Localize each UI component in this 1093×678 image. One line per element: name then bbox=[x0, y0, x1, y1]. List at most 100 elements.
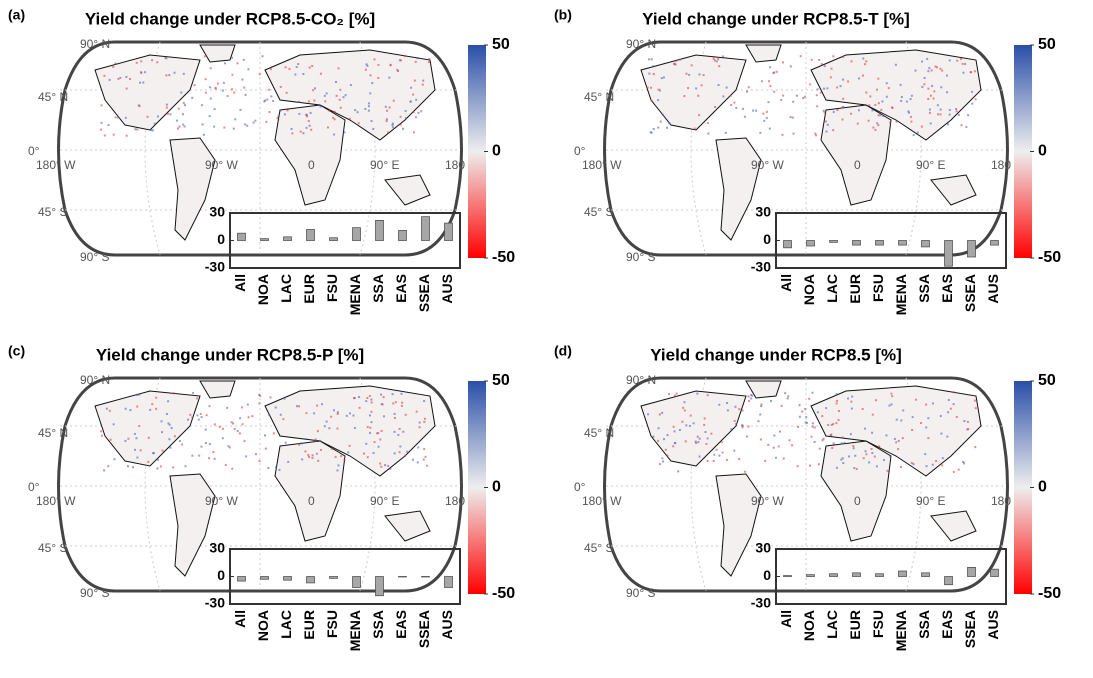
map-pixel bbox=[939, 113, 942, 116]
map-pixel bbox=[750, 397, 753, 400]
map-pixel bbox=[697, 441, 700, 444]
map-pixel bbox=[858, 77, 861, 80]
map-pixel bbox=[421, 83, 424, 86]
map-pixel bbox=[916, 131, 919, 134]
map-pixel bbox=[369, 74, 372, 77]
map-pixel bbox=[222, 427, 225, 430]
map-pixel bbox=[284, 66, 287, 69]
map-pixel bbox=[291, 132, 294, 135]
map-pixel bbox=[925, 465, 928, 468]
x-tick-label: SSEA bbox=[416, 274, 432, 312]
map-pixel bbox=[418, 426, 421, 429]
bar bbox=[444, 576, 453, 588]
bar bbox=[944, 240, 953, 267]
map-pixel bbox=[923, 83, 926, 86]
map-pixel bbox=[662, 76, 665, 79]
colorbar-tick-label: 0 bbox=[1038, 479, 1047, 496]
map-pixel bbox=[314, 439, 317, 442]
map-pixel bbox=[356, 111, 359, 114]
map-label: 45° S bbox=[584, 205, 613, 219]
colorbar bbox=[468, 45, 486, 258]
map-pixel bbox=[326, 126, 329, 129]
map-pixel bbox=[136, 405, 139, 408]
map-pixel bbox=[199, 412, 202, 415]
map-pixel bbox=[650, 131, 653, 134]
map-pixel bbox=[741, 424, 744, 427]
map-pixel bbox=[411, 458, 414, 461]
map-pixel bbox=[305, 412, 308, 415]
map-pixel bbox=[955, 110, 958, 113]
map-pixel bbox=[177, 107, 180, 110]
map-pixel bbox=[126, 465, 129, 468]
map-pixel bbox=[955, 107, 958, 110]
chart-title: Yield change under RCP8.5-CO₂ [%] bbox=[85, 9, 375, 28]
y-tick-label: 30 bbox=[209, 540, 225, 556]
map-pixel bbox=[391, 393, 394, 396]
map-pixel bbox=[842, 105, 845, 108]
map-pixel bbox=[156, 467, 159, 470]
map-pixel bbox=[777, 445, 780, 448]
map-label: 180 bbox=[445, 494, 465, 508]
map-pixel bbox=[218, 425, 221, 428]
map-pixel bbox=[668, 392, 671, 395]
map-pixel bbox=[700, 84, 703, 87]
map-label: 90° W bbox=[751, 158, 784, 172]
map-label: 90° N bbox=[626, 37, 656, 51]
map-pixel bbox=[301, 458, 304, 461]
map-pixel bbox=[252, 121, 255, 124]
map-pixel bbox=[871, 109, 874, 112]
map-pixel bbox=[423, 420, 426, 423]
map-pixel bbox=[759, 131, 762, 134]
map-pixel bbox=[324, 100, 327, 103]
map-pixel bbox=[767, 101, 770, 104]
map-label: 90° S bbox=[80, 586, 109, 600]
map-pixel bbox=[196, 397, 199, 400]
map-pixel bbox=[426, 464, 429, 467]
map-pixel bbox=[683, 409, 686, 412]
map-pixel bbox=[819, 91, 822, 94]
map-pixel bbox=[933, 90, 936, 93]
map-pixel bbox=[789, 65, 792, 68]
map-label: 90° W bbox=[205, 494, 238, 508]
map-pixel bbox=[767, 444, 770, 447]
map-pixel bbox=[822, 109, 825, 112]
map-pixel bbox=[167, 422, 170, 425]
map-pixel bbox=[850, 60, 853, 63]
map-pixel bbox=[895, 418, 898, 421]
continent bbox=[810, 385, 982, 477]
bar bbox=[875, 240, 884, 246]
map-pixel bbox=[724, 131, 727, 134]
map-pixel bbox=[156, 458, 159, 461]
x-tick-label: SSEA bbox=[962, 610, 978, 648]
x-tick-label: SSA bbox=[916, 274, 932, 303]
map-pixel bbox=[698, 455, 701, 458]
bar bbox=[398, 230, 407, 241]
map-pixel bbox=[146, 115, 149, 118]
map-pixel bbox=[937, 113, 940, 116]
map-pixel bbox=[773, 434, 776, 437]
map-pixel bbox=[861, 407, 864, 410]
continent bbox=[94, 54, 201, 131]
map-pixel bbox=[877, 114, 880, 117]
x-tick-label: EUR bbox=[847, 274, 863, 304]
map-pixel bbox=[652, 435, 655, 438]
map-pixel bbox=[713, 453, 716, 456]
map-pixel bbox=[861, 74, 864, 77]
map-pixel bbox=[269, 68, 272, 71]
map-pixel bbox=[673, 62, 676, 65]
map-pixel bbox=[404, 413, 407, 416]
map-pixel bbox=[782, 94, 785, 97]
map-pixel bbox=[848, 455, 851, 458]
map-pixel bbox=[338, 98, 341, 101]
map-pixel bbox=[690, 64, 693, 67]
map-pixel bbox=[840, 442, 843, 445]
map-pixel bbox=[890, 403, 893, 406]
map-pixel bbox=[267, 466, 270, 469]
map-pixel bbox=[921, 85, 924, 88]
map-pixel bbox=[842, 78, 845, 81]
map-pixel bbox=[372, 451, 375, 454]
map-pixel bbox=[387, 131, 390, 134]
map-pixel bbox=[197, 418, 200, 421]
map-pixel bbox=[964, 63, 967, 66]
map-pixel bbox=[370, 421, 373, 424]
